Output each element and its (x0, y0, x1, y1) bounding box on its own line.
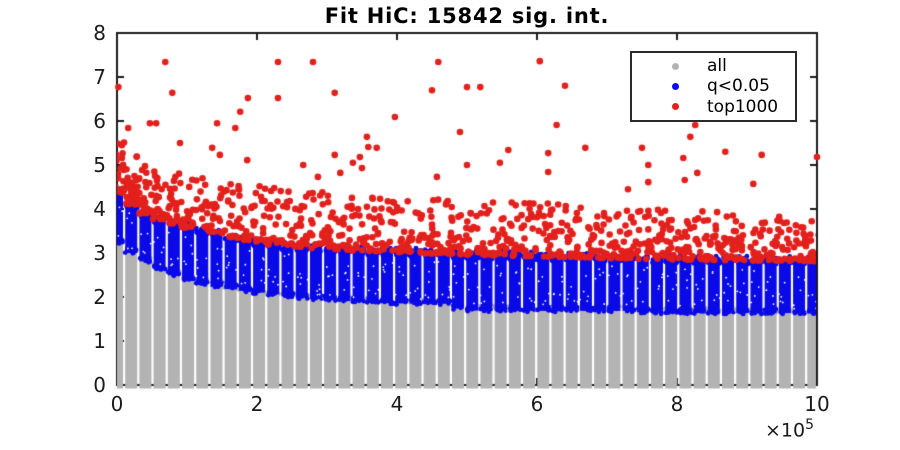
y-tick-label: 6 (93, 109, 106, 133)
legend-marker-top1000 (672, 103, 679, 111)
legend-marker-q005 (672, 82, 679, 90)
x-tick-label: 4 (390, 392, 404, 416)
y-tick-label: 7 (93, 65, 106, 89)
legend-marker-all (672, 62, 679, 70)
legend-item-q005: q<0.05 (672, 76, 795, 96)
legend-label-top1000: top1000 (707, 96, 779, 117)
x-tick-label: 8 (670, 392, 684, 416)
exponent-base: ×10 (764, 419, 806, 442)
y-tick-label: 3 (93, 241, 106, 265)
y-tick-label: 5 (93, 153, 106, 177)
y-tick-label: 0 (93, 373, 106, 397)
legend: all q<0.05 top1000 (630, 51, 797, 122)
x-tick-label: 0 (110, 392, 124, 416)
x-axis-exponent-label: ×105 (765, 417, 814, 441)
legend-label-all: all (707, 56, 727, 77)
exponent-value: 5 (805, 417, 814, 433)
x-tick-label: 10 (804, 392, 830, 416)
x-tick-label: 2 (250, 392, 264, 416)
legend-label-q005: q<0.05 (707, 76, 770, 97)
legend-item-top1000: top1000 (672, 97, 795, 117)
x-tick-label: 6 (530, 392, 544, 416)
y-tick-label: 4 (93, 197, 106, 221)
y-tick-label: 2 (93, 285, 106, 309)
legend-item-all: all (672, 56, 795, 76)
y-tick-label: 8 (93, 21, 106, 45)
y-tick-label: 1 (93, 329, 106, 353)
plot-title: Fit HiC: 15842 sig. int. (324, 4, 610, 28)
